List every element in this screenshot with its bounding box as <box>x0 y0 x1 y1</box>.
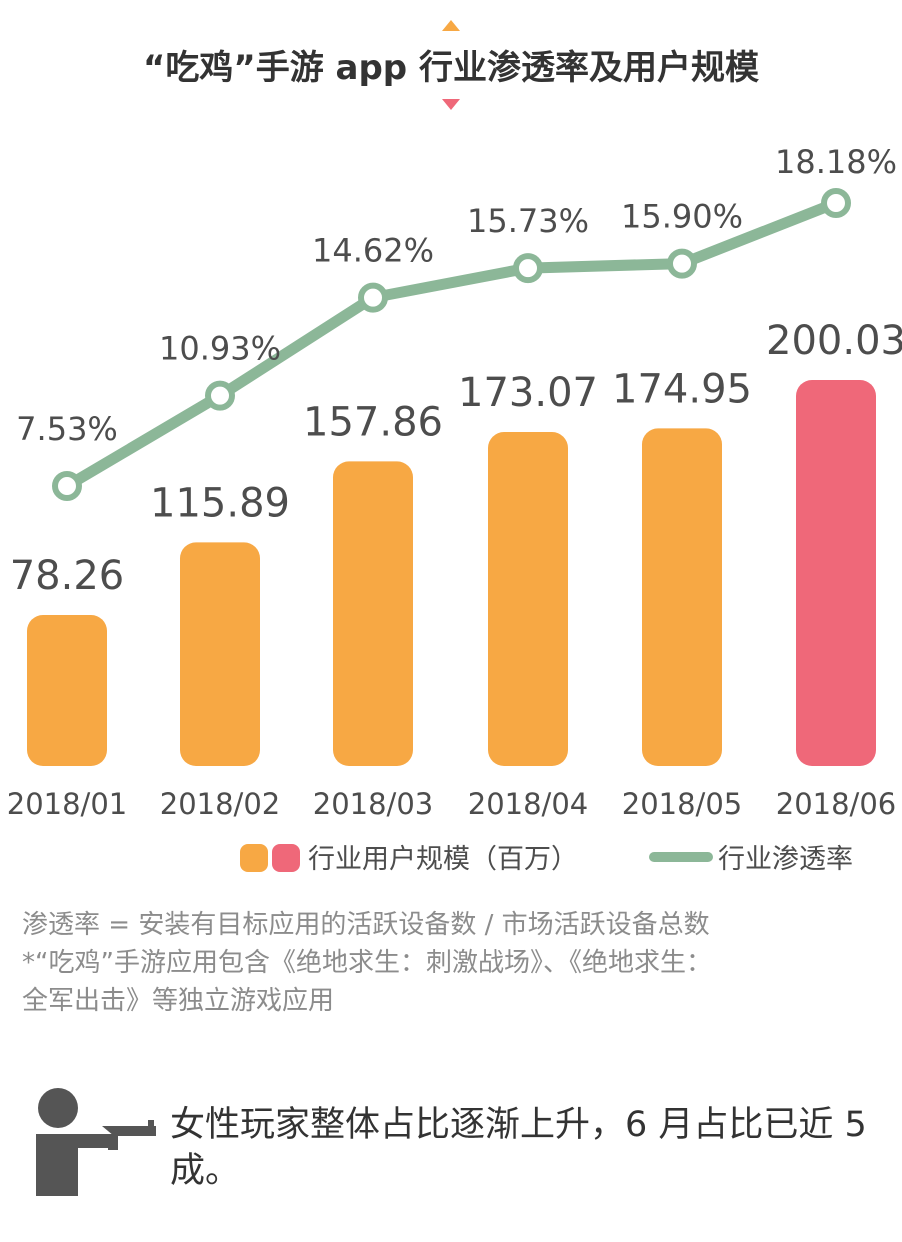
shooter-icon <box>36 1088 156 1196</box>
line-label-2018/02: 10.93% <box>159 330 281 368</box>
line-point-2018/01 <box>52 471 82 501</box>
bar-label-2018/02: 115.89 <box>150 480 290 526</box>
line-label-2018/04: 15.73% <box>467 202 589 240</box>
line-label-2018/03: 14.62% <box>312 232 434 270</box>
category-label-2018/04: 2018/04 <box>468 787 588 821</box>
line-label-2018/01: 7.53% <box>16 410 118 448</box>
legend-swatch-bar-orange <box>240 844 268 872</box>
bar-label-2018/01: 78.26 <box>10 553 125 599</box>
category-label-2018/06: 2018/06 <box>776 787 896 821</box>
callout-text: 女性玩家整体占比逐渐上升，6 月占比已近 5 成。 <box>170 1105 867 1191</box>
bar-2018/03 <box>333 461 413 766</box>
category-labels: 2018/01 2018/02 2018/03 2018/04 2018/05 2018/… <box>7 787 896 821</box>
category-label-2018/05: 2018/05 <box>622 787 742 821</box>
penetration-line <box>61 197 842 492</box>
bar-value-labels: 78.26 115.89 157.86 173.07 174.95 200.03 <box>10 318 902 599</box>
legend-line-label: 行业渗透率 <box>718 844 853 875</box>
bar-2018/06 <box>796 380 876 766</box>
category-label-2018/02: 2018/02 <box>160 787 280 821</box>
bar-2018/04 <box>488 432 568 766</box>
line-series <box>52 188 851 501</box>
bar-label-2018/06: 200.03 <box>766 318 902 364</box>
line-point-2018/05 <box>667 248 697 279</box>
bar-label-2018/03: 157.86 <box>303 399 443 445</box>
note-formula: 渗透率 = 安装有目标应用的活跃设备数 / 市场活跃设备总数 <box>22 910 710 940</box>
chart: “吃鸡”手游 app 行业渗透率及用户规模 78.26 115.89 157.86 1… <box>7 20 902 875</box>
line-point-2018/04 <box>513 253 543 284</box>
line-label-2018/06: 18.18% <box>775 143 897 181</box>
bar-label-2018/05: 174.95 <box>612 366 752 412</box>
note-apps-line1: *“吃鸡”手游应用包含《绝地求生：刺激战场》、《绝地求生： <box>22 948 712 978</box>
title-up-triangle <box>442 20 460 31</box>
line-point-2018/03 <box>358 282 388 313</box>
bar-2018/01 <box>27 614 107 766</box>
line-value-labels: 7.53% 10.93% 14.62% 15.73% 15.90% 18.18% <box>16 143 897 448</box>
legend-bar-label: 行业用户规模（百万） <box>308 844 578 875</box>
line-point-2018/02 <box>205 380 235 411</box>
category-label-2018/03: 2018/03 <box>313 787 433 821</box>
title-down-triangle <box>442 99 460 110</box>
bar-2018/05 <box>642 428 722 766</box>
legend-swatch-bar-red <box>272 844 300 872</box>
bar-2018/02 <box>180 542 260 766</box>
chart-title: “吃鸡”手游 app 行业渗透率及用户规模 <box>143 48 759 88</box>
bar-label-2018/04: 173.07 <box>458 370 598 416</box>
line-label-2018/05: 15.90% <box>621 198 743 236</box>
legend: 行业用户规模（百万） 行业渗透率 <box>240 844 853 875</box>
bar-series <box>27 380 876 766</box>
category-label-2018/01: 2018/01 <box>7 787 127 821</box>
line-point-2018/06 <box>821 188 851 218</box>
note-apps-line2: 全军出击》等独立游戏应用 <box>22 986 335 1016</box>
